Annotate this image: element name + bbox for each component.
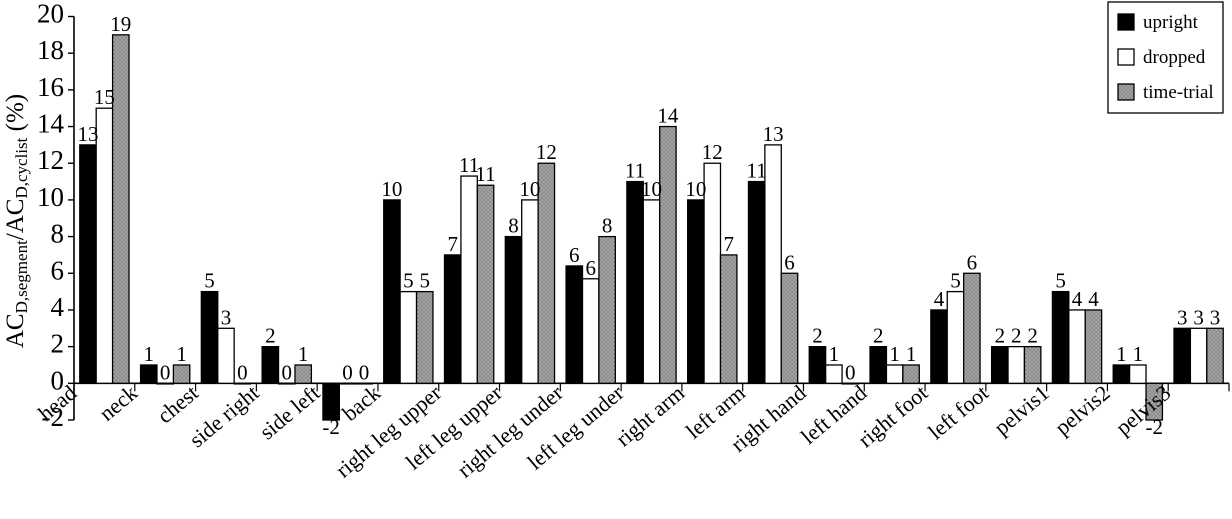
svg-text:10: 10: [685, 177, 706, 201]
svg-text:1: 1: [1133, 342, 1144, 366]
svg-text:4: 4: [934, 287, 945, 311]
svg-text:pelvis1: pelvis1: [989, 380, 1054, 440]
svg-text:pelvis2: pelvis2: [1050, 380, 1115, 440]
svg-text:6: 6: [51, 255, 65, 285]
svg-text:-2: -2: [322, 415, 340, 439]
svg-text:4: 4: [51, 292, 65, 322]
svg-text:5: 5: [204, 269, 215, 293]
svg-text:8: 8: [508, 214, 519, 238]
svg-text:upright: upright: [1143, 12, 1199, 33]
svg-text:2: 2: [265, 324, 276, 348]
svg-text:2: 2: [51, 329, 65, 359]
svg-text:1: 1: [889, 342, 900, 366]
svg-text:18: 18: [37, 35, 64, 65]
svg-text:2: 2: [1011, 324, 1022, 348]
svg-text:side left: side left: [254, 380, 324, 444]
svg-text:13: 13: [77, 122, 98, 146]
svg-text:3: 3: [1210, 305, 1221, 329]
svg-text:10: 10: [519, 177, 540, 201]
svg-text:5: 5: [950, 269, 961, 293]
svg-text:14: 14: [657, 104, 679, 128]
svg-text:0: 0: [160, 360, 171, 384]
svg-text:1: 1: [829, 342, 840, 366]
svg-text:3: 3: [1177, 305, 1188, 329]
svg-text:1: 1: [176, 342, 187, 366]
svg-text:12: 12: [536, 140, 557, 164]
svg-text:pelvis3: pelvis3: [1111, 380, 1176, 440]
svg-text:left foot: left foot: [923, 380, 993, 444]
svg-text:6: 6: [967, 250, 978, 274]
svg-text:10: 10: [381, 177, 402, 201]
svg-text:time-trial: time-trial: [1143, 82, 1214, 103]
svg-text:5: 5: [403, 269, 414, 293]
svg-text:5: 5: [1055, 269, 1066, 293]
svg-text:16: 16: [37, 72, 64, 102]
svg-text:12: 12: [702, 140, 723, 164]
svg-text:3: 3: [1193, 305, 1204, 329]
svg-text:right foot: right foot: [853, 380, 932, 452]
svg-text:3: 3: [221, 305, 232, 329]
svg-text:5: 5: [420, 269, 431, 293]
svg-text:1: 1: [144, 342, 155, 366]
svg-text:right arm: right arm: [611, 380, 689, 451]
svg-text:side right: side right: [184, 380, 263, 452]
svg-text:2: 2: [812, 324, 823, 348]
svg-text:15: 15: [94, 85, 115, 109]
svg-text:0: 0: [282, 360, 293, 384]
svg-text:2: 2: [873, 324, 884, 348]
svg-text:19: 19: [110, 12, 131, 36]
svg-text:11: 11: [475, 162, 495, 186]
svg-text:4: 4: [1088, 287, 1099, 311]
svg-text:6: 6: [585, 256, 596, 280]
svg-text:7: 7: [723, 232, 734, 256]
svg-text:12: 12: [37, 145, 64, 175]
svg-text:0: 0: [342, 360, 353, 384]
svg-text:2: 2: [995, 324, 1006, 348]
svg-text:2: 2: [1027, 324, 1038, 348]
svg-text:1: 1: [906, 342, 917, 366]
svg-text:10: 10: [37, 182, 64, 212]
svg-text:6: 6: [784, 250, 795, 274]
svg-text:6: 6: [569, 243, 580, 267]
svg-text:1: 1: [1116, 342, 1127, 366]
svg-text:dropped: dropped: [1143, 47, 1206, 68]
svg-text:4: 4: [1072, 287, 1083, 311]
svg-text:7: 7: [447, 232, 458, 256]
svg-text:14: 14: [37, 109, 65, 139]
svg-text:11: 11: [747, 159, 767, 183]
svg-text:10: 10: [641, 177, 662, 201]
svg-text:1: 1: [298, 342, 309, 366]
svg-text:13: 13: [763, 122, 784, 146]
svg-text:20: 20: [37, 0, 64, 29]
svg-text:8: 8: [51, 219, 65, 249]
svg-text:8: 8: [602, 214, 613, 238]
